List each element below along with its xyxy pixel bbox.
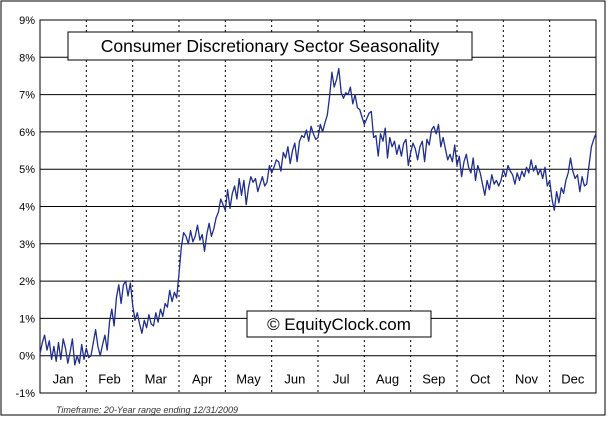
- chart-title: Consumer Discretionary Sector Seasonalit…: [101, 36, 440, 56]
- x-tick-label: Aug: [376, 372, 399, 387]
- title-box: Consumer Discretionary Sector Seasonalit…: [67, 31, 473, 61]
- y-tick-label: 7%: [19, 90, 35, 102]
- x-tick-label: May: [236, 372, 261, 387]
- y-tick-label: 4%: [19, 202, 35, 214]
- y-tick-label: -1%: [15, 388, 35, 400]
- y-tick-label: 5%: [19, 164, 35, 176]
- x-tick-label: Feb: [98, 372, 120, 387]
- y-tick-label: 9%: [19, 15, 35, 27]
- watermark-box: © EquityClock.com: [246, 310, 432, 338]
- y-tick-label: 3%: [19, 239, 35, 251]
- x-tick-label: Dec: [561, 372, 585, 387]
- x-tick-label: Nov: [515, 372, 539, 387]
- y-tick-label: 8%: [19, 52, 35, 64]
- x-tick-label: Apr: [192, 372, 213, 387]
- seasonality-series-line: [39, 67, 597, 366]
- y-tick-label: 0%: [19, 351, 35, 363]
- footnote: Timeframe: 20-Year range ending 12/31/20…: [56, 405, 238, 415]
- x-tick-label: Jul: [333, 372, 350, 387]
- x-tick-label: Oct: [470, 372, 491, 387]
- watermark-text: © EquityClock.com: [267, 315, 411, 334]
- y-axis-tick-labels: -1% 0% 1% 2% 3% 4% 5% 6% 7% 8% 9%: [15, 15, 35, 400]
- x-axis-tick-labels: Jan Feb Mar Apr May Jun Jul Aug Sep Oct Nov Dec: [53, 372, 585, 387]
- x-tick-label: Jan: [53, 372, 74, 387]
- x-tick-label: Jun: [284, 372, 305, 387]
- y-tick-label: 1%: [19, 313, 35, 325]
- x-tick-label: Mar: [145, 372, 168, 387]
- y-tick-label: 6%: [19, 127, 35, 139]
- x-tick-label: Sep: [422, 372, 445, 387]
- y-tick-label: 2%: [19, 276, 35, 288]
